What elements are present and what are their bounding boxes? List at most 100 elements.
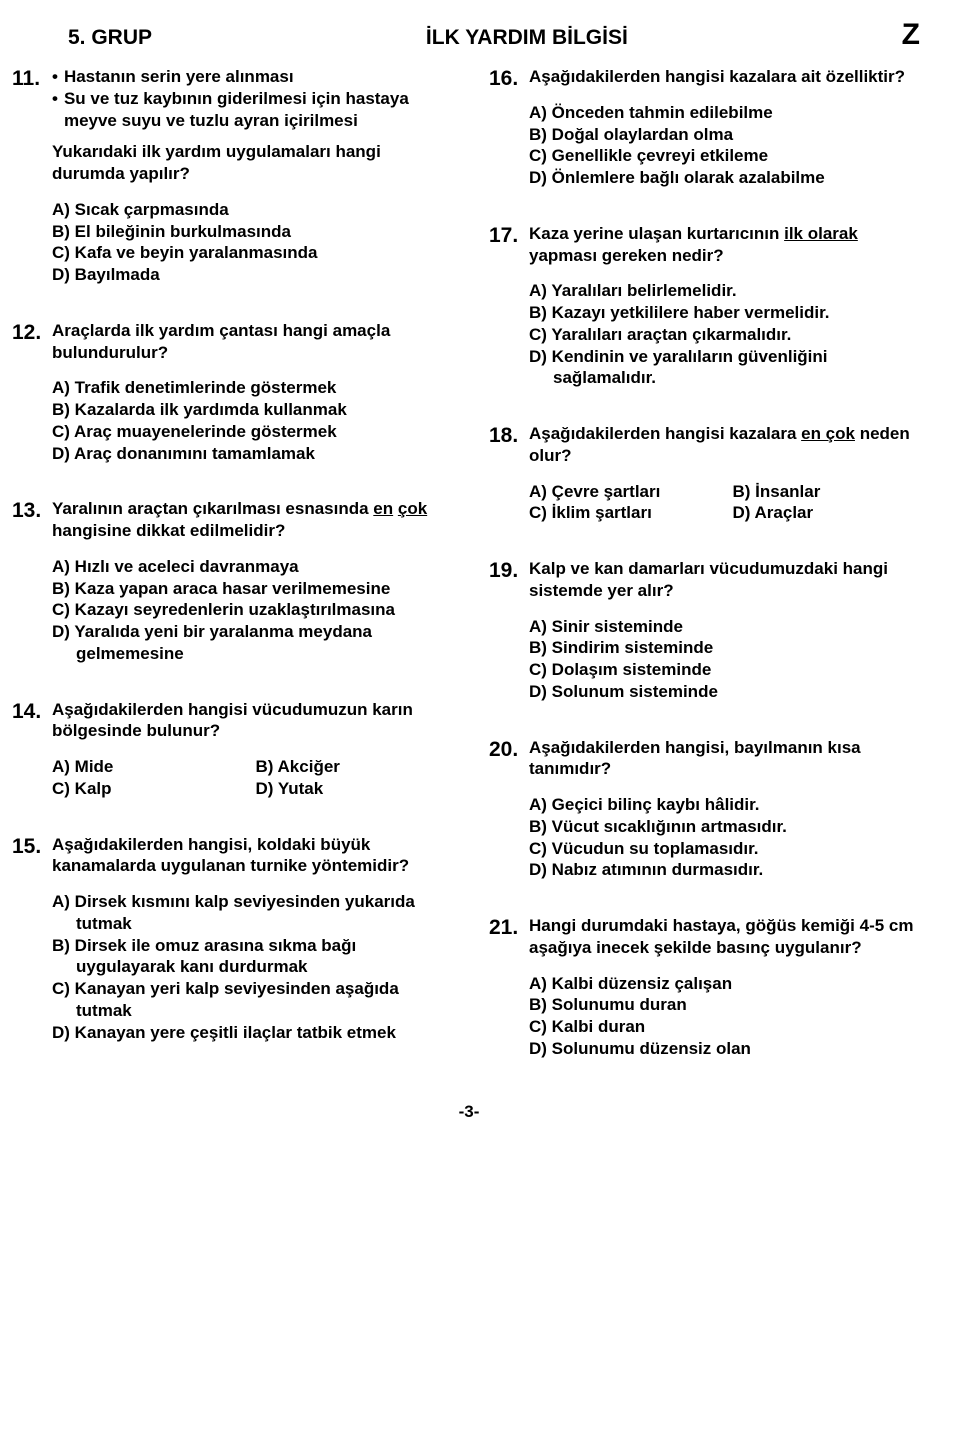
option: C) İklim şartları [529, 502, 723, 524]
option: B) Vücut sıcaklığının artmasıdır. [529, 816, 926, 838]
question-body: Araçlarda ilk yardım çantası hangi amaçl… [52, 320, 449, 465]
question-prompt: Yukarıdaki ilk yardım uygulamaları hangi… [52, 141, 449, 185]
options: A) Trafik denetimlerinde göstermekB) Kaz… [52, 377, 449, 464]
option: B) Kazalarda ilk yardımda kullanmak [52, 399, 449, 421]
option: C) Dolaşım sisteminde [529, 659, 926, 681]
option: D) Solunum sisteminde [529, 681, 926, 703]
options: A) Sinir sistemindeB) Sindirim sistemind… [529, 616, 926, 703]
option: A) Trafik denetimlerinde göstermek [52, 377, 449, 399]
option: C) Yaralıları araçtan çıkarmalıdır. [529, 324, 926, 346]
question-stem: Yaralının araçtan çıkarılması esnasında … [52, 498, 449, 542]
page-header: 5. GRUP İLK YARDIM BİLGİSİ Z [12, 18, 926, 52]
option: D) Solunumu düzensiz olan [529, 1038, 926, 1060]
question-stem: Kaza yerine ulaşan kurtarıcının ilk olar… [529, 223, 926, 267]
option: A) Sıcak çarpmasında [52, 199, 449, 221]
option: A) Sinir sisteminde [529, 616, 926, 638]
option: D) Kendinin ve yaralıların güvenliğini s… [529, 346, 926, 390]
question-number: 21. [489, 915, 523, 940]
question-number: 13. [12, 498, 46, 523]
option: A) Önceden tahmin edilebilme [529, 102, 926, 124]
option: B) El bileğinin burkulmasında [52, 221, 449, 243]
option: D) Yutak [256, 778, 450, 800]
option: A) Yaralıları belirlemelidir. [529, 280, 926, 302]
option: A) Hızlı ve aceleci davranmaya [52, 556, 449, 578]
question-number: 18. [489, 423, 523, 448]
question: 14.Aşağıdakilerden hangisi vücudumuzun k… [12, 699, 449, 800]
group-label: 5. GRUP [68, 26, 152, 50]
question-body: Kaza yerine ulaşan kurtarıcının ilk olar… [529, 223, 926, 389]
option: A) Çevre şartları [529, 481, 723, 503]
question: 16.Aşağıdakilerden hangisi kazalara ait … [489, 66, 926, 189]
options: A) Yaralıları belirlemelidir.B) Kazayı y… [529, 280, 926, 389]
booklet-letter: Z [902, 18, 920, 52]
option: B) Doğal olaylardan olma [529, 124, 926, 146]
question-stem: Aşağıdakilerden hangisi vücudumuzun karı… [52, 699, 449, 743]
option: B) Dirsek ile omuz arasına sıkma bağı uy… [52, 935, 449, 979]
options: A) Sıcak çarpmasındaB) El bileğinin burk… [52, 199, 449, 286]
options: A) Dirsek kısmını kalp seviyesinden yuka… [52, 891, 449, 1043]
option: B) Sindirim sisteminde [529, 637, 926, 659]
page: 5. GRUP İLK YARDIM BİLGİSİ Z 11.Hastanın… [0, 0, 960, 1140]
question-body: Aşağıdakilerden hangisi, bayılmanın kısa… [529, 737, 926, 882]
right-column: 16.Aşağıdakilerden hangisi kazalara ait … [489, 66, 926, 1094]
option: A) Mide [52, 756, 246, 778]
question-body: Aşağıdakilerden hangisi, koldaki büyük k… [52, 834, 449, 1044]
option: C) Kazayı seyredenlerin uzaklaştırılması… [52, 599, 449, 621]
option: D) Bayılmada [52, 264, 449, 286]
option: B) Solunumu duran [529, 994, 926, 1016]
question: 17.Kaza yerine ulaşan kurtarıcının ilk o… [489, 223, 926, 389]
question-number: 20. [489, 737, 523, 762]
option: D) Kanayan yere çeşitli ilaçlar tatbik e… [52, 1022, 449, 1044]
question: 18.Aşağıdakilerden hangisi kazalara en ç… [489, 423, 926, 524]
left-column: 11.Hastanın serin yere alınmasıSu ve tuz… [12, 66, 449, 1094]
question-number: 16. [489, 66, 523, 91]
options: A) Kalbi düzensiz çalışanB) Solunumu dur… [529, 973, 926, 1060]
question-number: 11. [12, 66, 46, 91]
options: A) Hızlı ve aceleci davranmayaB) Kaza ya… [52, 556, 449, 665]
option: C) Kalp [52, 778, 246, 800]
option: D) Araçlar [733, 502, 927, 524]
options: A) MideB) AkciğerC) KalpD) Yutak [52, 756, 449, 800]
option: B) İnsanlar [733, 481, 927, 503]
option: A) Dirsek kısmını kalp seviyesinden yuka… [52, 891, 449, 935]
question: 15.Aşağıdakilerden hangisi, koldaki büyü… [12, 834, 449, 1044]
option: B) Kaza yapan araca hasar verilmemesine [52, 578, 449, 600]
question: 12.Araçlarda ilk yardım çantası hangi am… [12, 320, 449, 465]
question-stem: Araçlarda ilk yardım çantası hangi amaçl… [52, 320, 449, 364]
options: A) Geçici bilinç kaybı hâlidir.B) Vücut … [529, 794, 926, 881]
option: D) Nabız atımının durmasıdır. [529, 859, 926, 881]
question-body: Hangi durumdaki hastaya, göğüs kemiği 4-… [529, 915, 926, 1060]
question-body: Aşağıdakilerden hangisi kazalara ait öze… [529, 66, 926, 189]
question-number: 17. [489, 223, 523, 248]
option: D) Araç donanımını tamamlamak [52, 443, 449, 465]
option: A) Geçici bilinç kaybı hâlidir. [529, 794, 926, 816]
question-number: 15. [12, 834, 46, 859]
options: A) Çevre şartları B) İnsanlar C) İklim şar… [529, 481, 926, 525]
option: C) Kanayan yeri kalp seviyesinden aşağıd… [52, 978, 449, 1022]
option: C) Kafa ve beyin yaralanmasında [52, 242, 449, 264]
question-body: Hastanın serin yere alınmasıSu ve tuz ka… [52, 66, 449, 286]
option: C) Vücudun su toplamasıdır. [529, 838, 926, 860]
question-stem: Aşağıdakilerden hangisi kazalara en çok … [529, 423, 926, 467]
question: 11.Hastanın serin yere alınmasıSu ve tuz… [12, 66, 449, 286]
option: C) Araç muayenelerinde göstermek [52, 421, 449, 443]
question: 21.Hangi durumdaki hastaya, göğüs kemiği… [489, 915, 926, 1060]
question-number: 14. [12, 699, 46, 724]
question: 20.Aşağıdakilerden hangisi, bayılmanın k… [489, 737, 926, 882]
question: 19.Kalp ve kan damarları vücudumuzdaki h… [489, 558, 926, 703]
option: C) Kalbi duran [529, 1016, 926, 1038]
question-number: 12. [12, 320, 46, 345]
option: B) Kazayı yetkililere haber vermelidir. [529, 302, 926, 324]
bullet-item: Su ve tuz kaybının giderilmesi için hast… [52, 88, 449, 132]
question-stem: Aşağıdakilerden hangisi, koldaki büyük k… [52, 834, 449, 878]
option: D) Önlemlere bağlı olarak azalabilme [529, 167, 926, 189]
option: C) Genellikle çevreyi etkileme [529, 145, 926, 167]
section-title: İLK YARDIM BİLGİSİ [426, 26, 628, 50]
question-body: Aşağıdakilerden hangisi kazalara en çok … [529, 423, 926, 524]
question-body: Yaralının araçtan çıkarılması esnasında … [52, 498, 449, 664]
page-number: -3- [12, 1102, 926, 1122]
option: D) Yaralıda yeni bir yaralanma meydana g… [52, 621, 449, 665]
question-stem: Hastanın serin yere alınmasıSu ve tuz ka… [52, 66, 449, 185]
question-number: 19. [489, 558, 523, 583]
question-stem: Hangi durumdaki hastaya, göğüs kemiği 4-… [529, 915, 926, 959]
